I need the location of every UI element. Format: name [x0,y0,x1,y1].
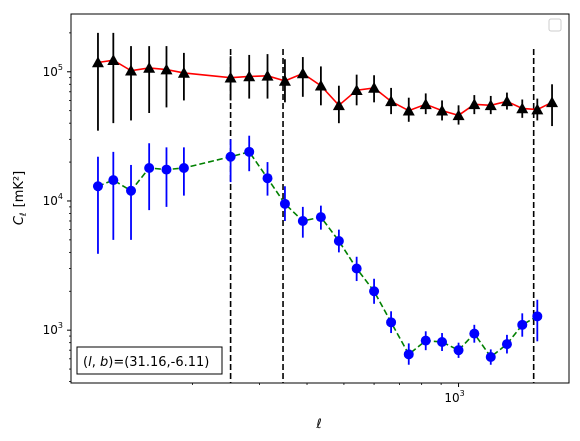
x-axis-label: ℓ [315,417,321,432]
data-point [386,317,397,328]
data-point [125,64,138,76]
data-point [296,67,309,79]
data-point [225,151,236,162]
data-point [517,319,528,330]
data-point [126,185,137,196]
data-point [108,175,119,186]
data-point [143,61,156,73]
data-point [469,328,480,339]
series-0 [91,32,559,131]
data-point [144,162,155,173]
data-point [350,84,363,96]
data-point [243,70,256,82]
data-point [351,263,362,274]
x-tick-label: 103 [444,389,464,405]
data-point [500,95,513,107]
data-point [262,173,273,184]
annotation-b: b [100,355,108,370]
data-point [161,164,172,175]
data-point [368,81,381,93]
data-point [402,104,415,116]
data-point [261,69,274,81]
data-point [531,103,544,115]
data-point [91,56,104,68]
data-point [333,235,344,246]
data-point [279,198,290,209]
data-point [244,146,255,157]
series-layer [91,32,559,365]
data-point [224,71,237,83]
vertical-lines [229,49,535,383]
y-axis-label: Cℓ[mK²] [12,171,29,225]
data-point [452,109,465,121]
data-point [484,99,497,111]
annotation-rest: =(31.16,-6.11) [113,355,209,370]
data-point [177,66,190,78]
data-point [160,63,173,75]
data-point [107,54,120,65]
annotation-box: (l, b)=(31.16,-6.11) [76,346,223,375]
data-point [278,74,291,86]
data-point [516,102,529,114]
series-1 [92,135,543,365]
plot-frame [70,13,570,384]
data-point [485,351,496,362]
data-point [419,98,432,110]
data-point [532,311,543,322]
data-point [420,335,431,346]
data-point [314,79,327,91]
data-point [468,98,481,110]
data-point [178,162,189,173]
data-point [453,345,464,356]
data-point [403,349,414,360]
data-point [501,339,512,350]
data-point [385,95,398,107]
legend-box [548,18,562,32]
data-point [297,215,308,226]
data-point [436,104,449,116]
annotation-l: l [88,355,92,370]
data-point [546,96,559,108]
data-point [332,99,345,111]
data-point [92,181,103,192]
annotation-text: (l, b)=(31.16,-6.11) [83,355,209,370]
data-point [369,286,380,297]
data-point [437,336,448,347]
data-point [315,212,326,223]
